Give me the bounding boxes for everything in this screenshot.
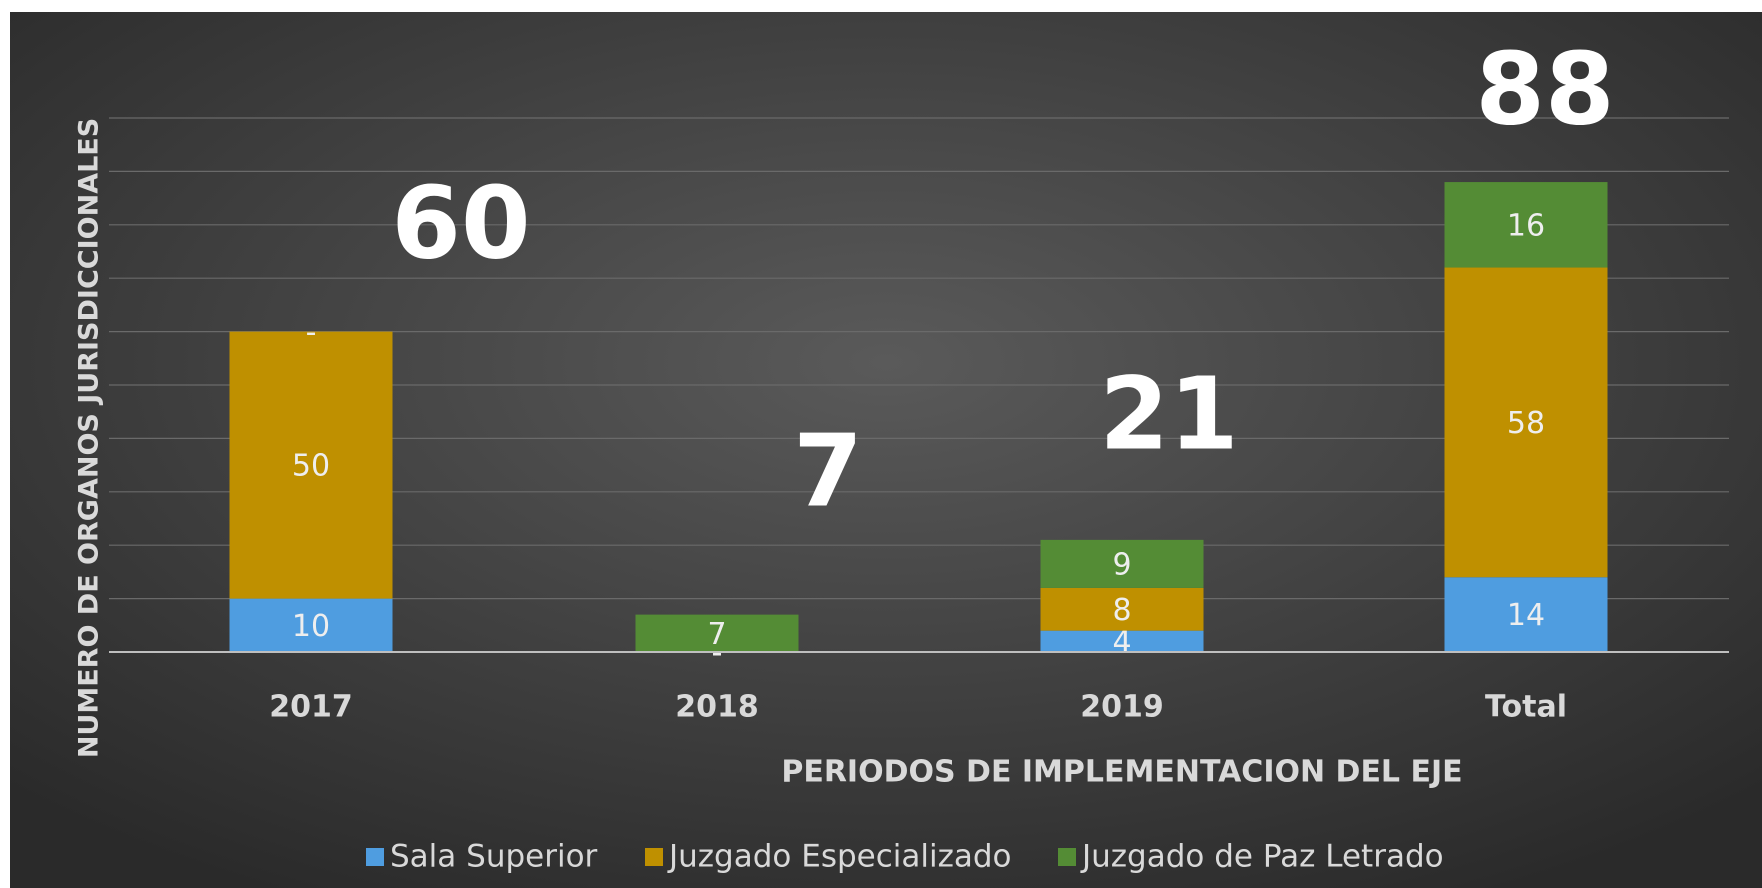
bar-segment xyxy=(635,614,799,652)
bar-segment xyxy=(1444,577,1608,652)
legend-label: Juzgado de Paz Letrado xyxy=(1080,839,1444,875)
legend-label: Sala Superior xyxy=(390,839,598,875)
legend-label: Juzgado Especializado xyxy=(667,839,1012,875)
bar-segment xyxy=(1444,267,1608,578)
x-axis-title: PERIODOS DE IMPLEMENTACION DEL EJE xyxy=(781,755,1462,790)
total-label: 7 xyxy=(793,412,863,529)
data-label: 50 xyxy=(292,449,330,484)
total-label: 88 xyxy=(1475,30,1614,147)
total-label: 60 xyxy=(391,164,530,281)
x-tick-label: 2018 xyxy=(675,690,759,725)
data-label: 14 xyxy=(1507,598,1545,633)
x-tick-label: 2019 xyxy=(1080,690,1164,725)
y-axis-title: NUMERO DE ORGANOS JURISDICCIONALES xyxy=(74,118,105,758)
data-label: 9 xyxy=(1112,547,1131,582)
bar-segment xyxy=(1444,182,1608,268)
legend-swatch xyxy=(1058,848,1076,866)
legend-swatch xyxy=(366,848,384,866)
bar-segment xyxy=(1040,587,1204,631)
bar-segment xyxy=(1040,539,1204,588)
legend-swatch xyxy=(645,848,663,866)
bar-segment xyxy=(229,598,393,652)
x-tick-label: Total xyxy=(1485,690,1567,725)
data-label: 7 xyxy=(707,617,726,652)
bar-segment xyxy=(229,331,393,599)
data-label: 16 xyxy=(1507,208,1545,243)
bar-segment xyxy=(1040,630,1204,652)
data-label: 10 xyxy=(292,609,330,644)
x-tick-label: 2017 xyxy=(269,690,353,725)
total-label: 21 xyxy=(1099,355,1238,472)
data-label: - xyxy=(306,315,317,350)
data-label: 8 xyxy=(1112,593,1131,628)
data-label: 58 xyxy=(1507,406,1545,441)
